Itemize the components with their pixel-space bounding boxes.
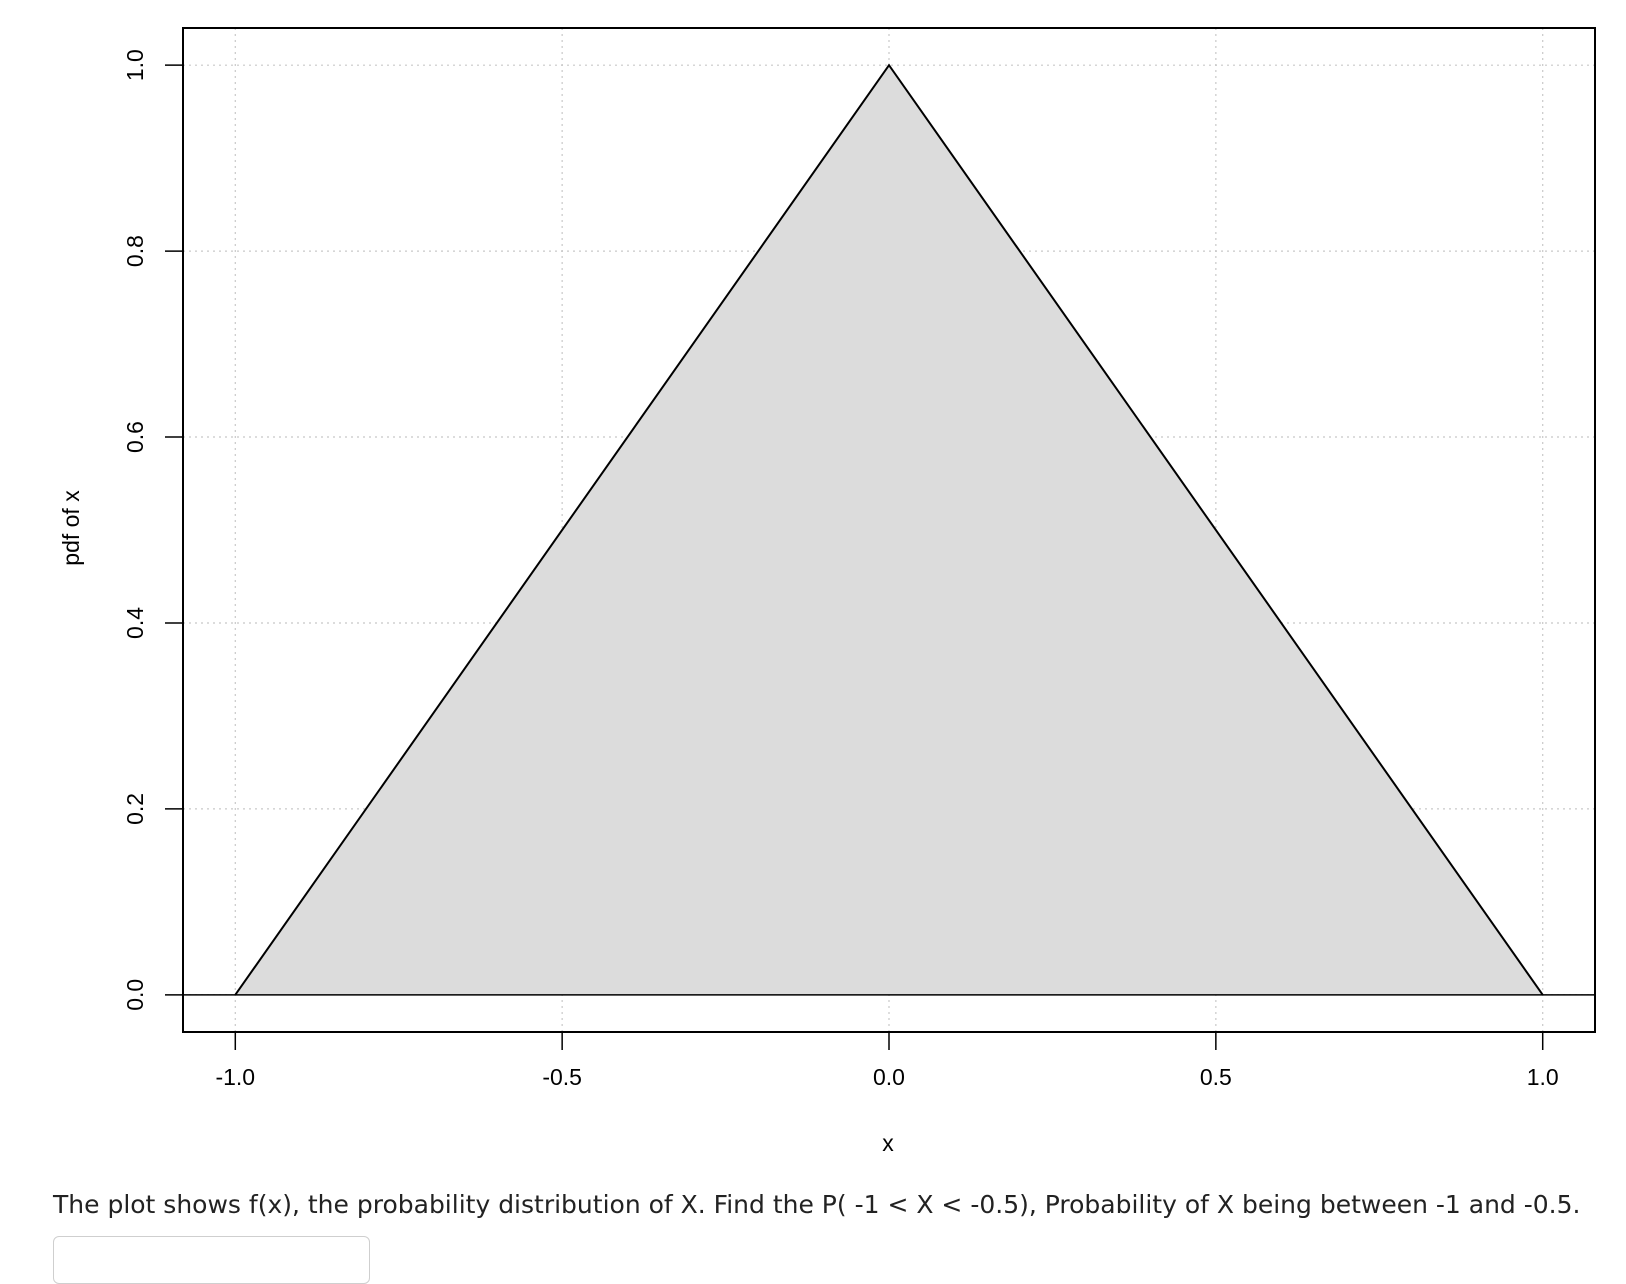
y-tick-label: 0.8 — [122, 235, 148, 267]
pdf-plot: -1.0 -0.5 0.0 0.5 1.0 0.0 0.2 0.4 0.6 0.8 1.0 x p… — [58, 27, 1596, 1156]
y-tick-label: 0.0 — [122, 979, 148, 1011]
y-tick-label: 0.6 — [122, 421, 148, 453]
question-text: The plot shows f(x), the probability dis… — [53, 1190, 1581, 1219]
x-axis: -1.0 -0.5 0.0 0.5 1.0 — [215, 1032, 1559, 1090]
x-tick-label: 0.0 — [873, 1064, 905, 1090]
x-axis-label: x — [882, 1130, 894, 1156]
answer-input[interactable] — [53, 1236, 370, 1284]
y-axis: 0.0 0.2 0.4 0.6 0.8 1.0 — [122, 49, 183, 1011]
x-tick-label: -1.0 — [215, 1064, 255, 1090]
area-fill — [235, 65, 1543, 995]
y-tick-label: 0.4 — [122, 607, 148, 639]
series-line — [234, 63, 1544, 996]
x-tick-label: -0.5 — [542, 1064, 582, 1090]
x-tick-label: 0.5 — [1200, 1064, 1232, 1090]
y-axis-label: pdf of x — [58, 490, 84, 566]
y-tick-label: 0.2 — [122, 793, 148, 825]
x-tick-label: 1.0 — [1527, 1064, 1559, 1090]
y-tick-label: 1.0 — [122, 49, 148, 81]
